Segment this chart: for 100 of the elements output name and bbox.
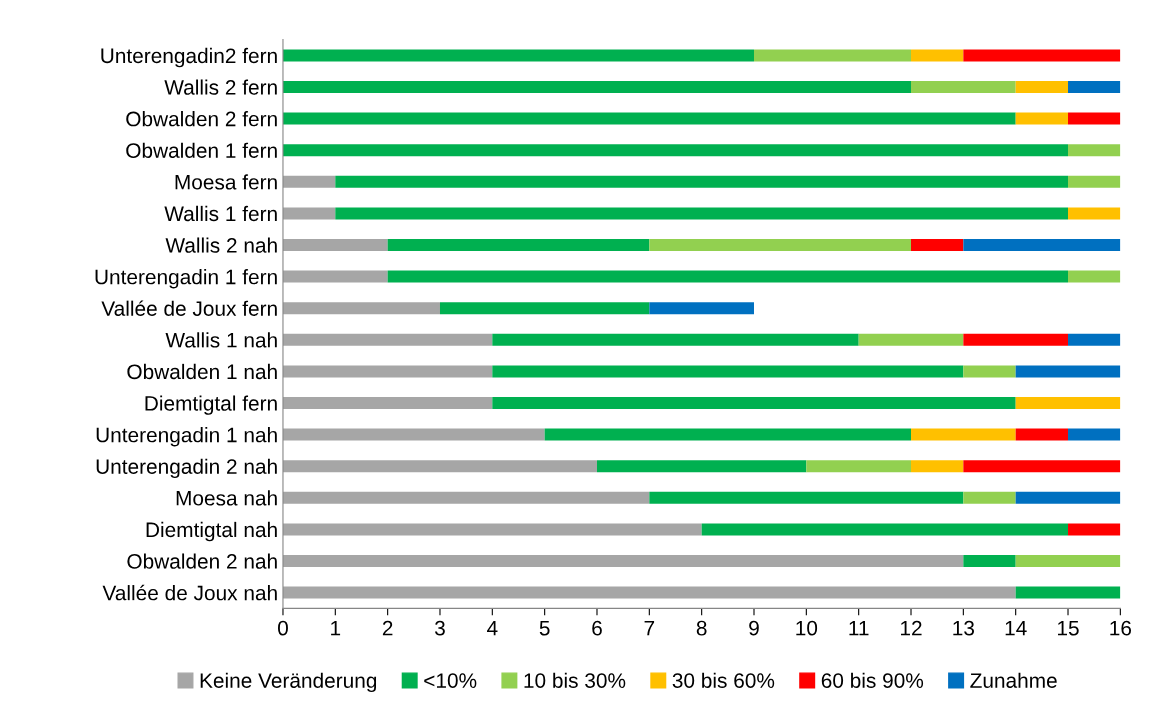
bar <box>282 460 597 473</box>
x-tick-label: 6 <box>592 620 602 636</box>
x-tick-label: 13 <box>953 620 975 636</box>
bar <box>649 491 964 504</box>
y-tick-label: Unterengadin 2 nah <box>96 458 277 479</box>
bar <box>1015 555 1121 567</box>
y-tick-label: Wallis 1 nah <box>165 332 277 348</box>
bar <box>387 239 650 251</box>
bar <box>649 239 912 251</box>
x-tick-label: 5 <box>539 620 550 636</box>
bar <box>596 460 807 473</box>
legend-label: <10% <box>424 673 477 688</box>
x-tick-label: 12 <box>901 620 922 636</box>
bar <box>911 49 964 62</box>
y-tick-label: Obwalden 2 nah <box>127 553 277 569</box>
legend-label: 60 bis 90% <box>821 672 924 688</box>
bar <box>335 175 1069 188</box>
x-tick-label: 7 <box>644 620 655 636</box>
x-tick-label: 4 <box>487 620 498 636</box>
bar <box>1015 428 1069 441</box>
y-tick-label: Vallée de Joux fern <box>101 300 277 316</box>
bar <box>858 333 964 346</box>
bar <box>492 365 964 378</box>
bar <box>282 523 702 536</box>
bar <box>282 586 1016 599</box>
bar <box>439 302 650 315</box>
bar <box>282 333 493 346</box>
bar <box>387 270 1069 283</box>
y-tick-label: Obwalden 1 nah <box>127 363 277 380</box>
bar <box>1068 175 1121 188</box>
bar <box>282 112 1016 125</box>
x-tick-label: 1 <box>331 620 341 636</box>
legend-label: Keine Veränderung <box>200 672 377 693</box>
bar <box>1015 365 1121 378</box>
bar <box>1068 144 1121 157</box>
bar <box>282 365 493 378</box>
x-tick-label: 11 <box>849 620 869 636</box>
bar <box>335 207 1069 220</box>
bar <box>1068 270 1121 283</box>
bar <box>806 460 912 473</box>
bar <box>282 81 912 93</box>
y-tick-label: Unterengadin 1 fern <box>95 269 277 289</box>
bar <box>911 428 1016 441</box>
y-tick-label: Obwalden 1 fern <box>126 142 277 158</box>
bar <box>282 397 493 409</box>
bar <box>282 270 388 283</box>
bar <box>963 49 1121 62</box>
legend-label: Zunahme <box>970 672 1057 688</box>
bar <box>282 555 964 567</box>
x-tick-label: 9 <box>749 620 759 636</box>
bar <box>1015 397 1121 409</box>
bar <box>1015 586 1121 599</box>
x-tick-label: 3 <box>434 620 445 636</box>
x-tick-label: 16 <box>1110 620 1132 636</box>
bar <box>963 460 1121 473</box>
y-tick-label: Diemtigtal fern <box>145 395 277 415</box>
bar <box>492 333 859 346</box>
bar <box>1068 333 1121 346</box>
x-tick-label: 10 <box>796 620 818 636</box>
x-tick-label: 0 <box>278 620 288 636</box>
bar <box>1068 523 1121 536</box>
bar <box>649 302 754 315</box>
y-tick-label: Vallée de Joux nah <box>102 584 277 601</box>
x-tick-label: 14 <box>1005 620 1027 636</box>
bar <box>911 81 1016 93</box>
bar <box>1068 428 1121 441</box>
bar <box>282 239 388 251</box>
y-tick-label: Wallis 2 fern <box>164 79 277 95</box>
y-tick-label: Unterengadin 1 nah <box>96 427 277 447</box>
bar <box>282 207 336 220</box>
y-tick-label: Diemtigtal nah <box>146 521 277 542</box>
bar <box>1015 81 1069 93</box>
bar <box>963 333 1069 346</box>
y-tick-label: Unterengadin2 fern <box>101 47 277 68</box>
bar <box>1015 112 1069 125</box>
y-tick-label: Wallis 1 fern <box>164 205 277 222</box>
legend-label: 30 bis 60% <box>672 672 775 688</box>
y-tick-label: Obwalden 2 fern <box>126 111 277 127</box>
bar <box>754 49 912 62</box>
x-tick-label: 2 <box>382 620 393 636</box>
y-tick-label: Moesa nah <box>176 490 277 506</box>
bar <box>282 302 440 315</box>
bar <box>1068 207 1121 220</box>
bar <box>963 365 1016 378</box>
legend-label: 10 bis 30% <box>524 672 626 688</box>
bar <box>492 397 1016 409</box>
bar <box>282 175 336 188</box>
bar <box>963 491 1016 504</box>
x-tick-label: 8 <box>696 620 707 636</box>
bar <box>963 555 1016 567</box>
y-tick-label: Moesa fern <box>175 174 277 190</box>
bar <box>282 49 754 62</box>
bar <box>701 523 1069 536</box>
bar <box>282 428 545 441</box>
bar <box>1068 81 1121 93</box>
bar <box>911 460 964 473</box>
bar <box>1015 491 1121 504</box>
y-tick-label: Wallis 2 nah <box>165 237 277 253</box>
bar <box>544 428 912 441</box>
bar <box>963 239 1121 251</box>
